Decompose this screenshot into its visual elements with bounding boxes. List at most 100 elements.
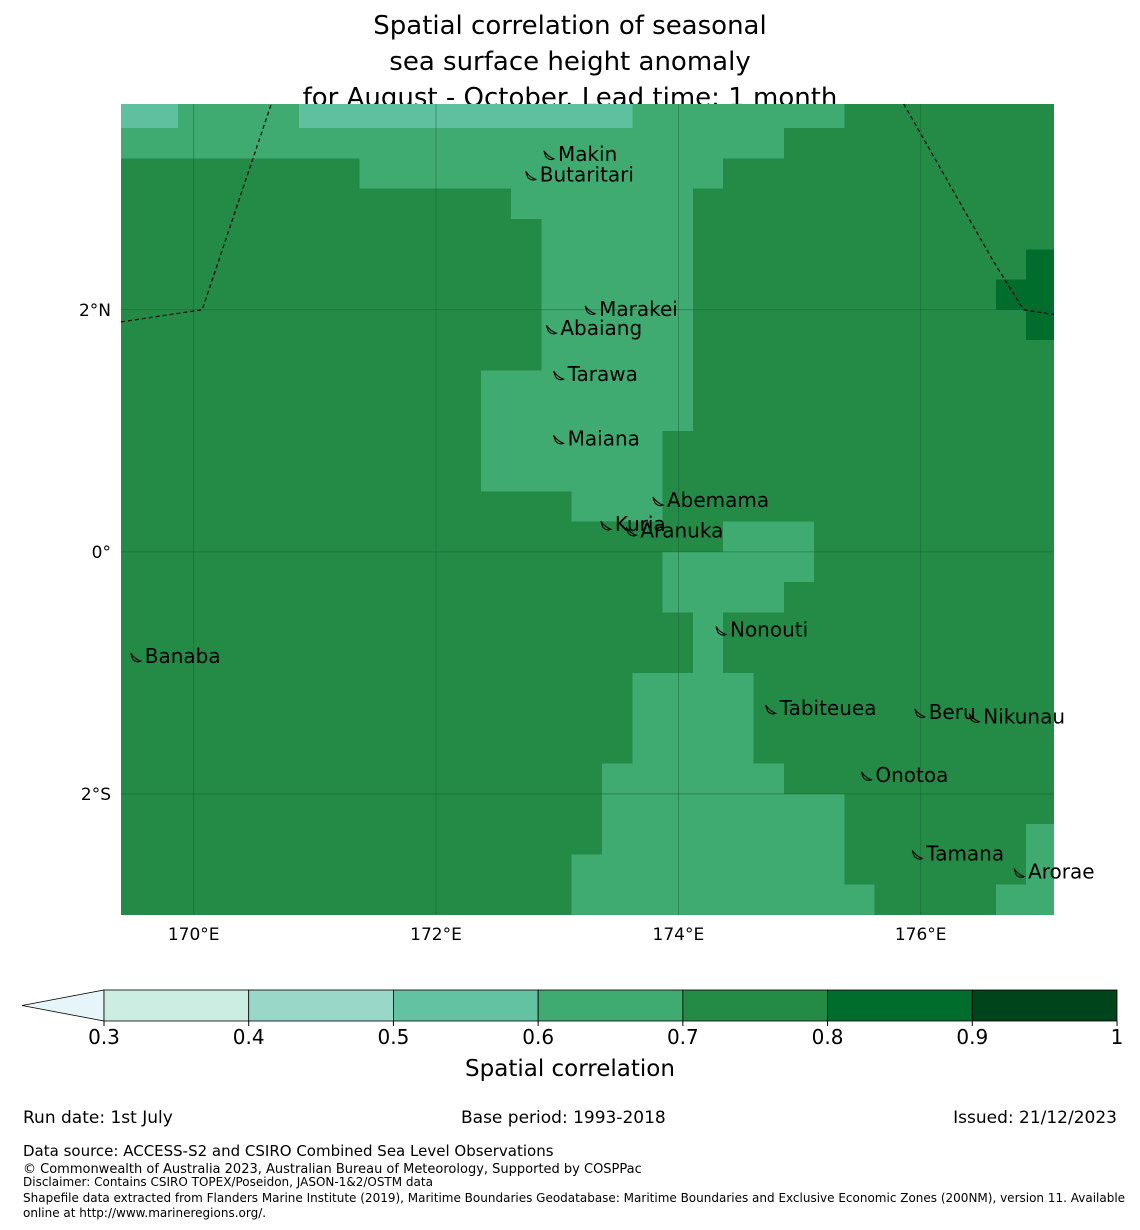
island-outline bbox=[860, 771, 873, 782]
grid-cell bbox=[844, 104, 1054, 129]
colorbar-tick-label: 0.8 bbox=[812, 1025, 844, 1049]
island-outline bbox=[553, 434, 566, 445]
island-outline bbox=[600, 520, 613, 531]
run-date: Run date: 1st July bbox=[23, 1108, 173, 1128]
lon-tick-label: 170°E bbox=[168, 925, 220, 945]
island-outline bbox=[543, 150, 556, 161]
grid-cell bbox=[571, 884, 875, 915]
grid-cell bbox=[662, 491, 1054, 522]
grid-cell bbox=[753, 672, 1054, 764]
island-outline bbox=[625, 526, 638, 537]
island-label: Beru bbox=[929, 700, 976, 724]
island-outline bbox=[914, 708, 927, 719]
grid-cell bbox=[662, 582, 784, 613]
grid-cell bbox=[723, 612, 1054, 673]
copyright: © Commonwealth of Australia 2023, Austra… bbox=[23, 1162, 642, 1177]
lon-tick-label: 176°E bbox=[895, 925, 947, 945]
grid-cell bbox=[121, 158, 360, 189]
grid-cell bbox=[121, 491, 572, 522]
grid-cell bbox=[692, 218, 1054, 250]
grid-cell bbox=[541, 249, 693, 280]
grid-cell bbox=[844, 793, 1027, 855]
grid-cell bbox=[844, 854, 1027, 885]
grid-cell bbox=[121, 551, 663, 583]
colorbar-segment bbox=[393, 989, 539, 1022]
colorbar-tick-label: 0.3 bbox=[88, 1025, 120, 1049]
island-label: Arorae bbox=[1028, 860, 1094, 884]
island-label: Banaba bbox=[145, 644, 221, 668]
grid-cell bbox=[1026, 824, 1054, 855]
grid-cell bbox=[121, 128, 784, 159]
colorbar-segment bbox=[827, 989, 973, 1022]
colorbar-tick-label: 0.9 bbox=[956, 1025, 988, 1049]
island-label: Abemama bbox=[667, 488, 769, 512]
grid-cell bbox=[121, 340, 542, 371]
grid-cell bbox=[783, 582, 1054, 613]
grid-cell bbox=[1026, 249, 1054, 280]
island-outline bbox=[968, 713, 981, 723]
grid-cell bbox=[121, 582, 663, 613]
grid-cell bbox=[121, 218, 542, 250]
grid-cell bbox=[692, 188, 1054, 219]
grid-cell bbox=[121, 430, 481, 492]
colorbar-tick-label: 0.6 bbox=[522, 1025, 554, 1049]
island-label: Butaritari bbox=[540, 162, 634, 186]
grid-cell bbox=[121, 104, 178, 129]
grid-cell bbox=[541, 279, 693, 310]
grid-cell bbox=[995, 279, 1054, 310]
island-label: Tamana bbox=[925, 841, 1004, 865]
title-line-1: Spatial correlation of seasonal bbox=[373, 11, 767, 41]
grid-cell bbox=[121, 521, 724, 552]
grid-cell bbox=[121, 793, 603, 855]
colorbar-segment bbox=[971, 989, 1118, 1022]
grid-cell bbox=[723, 158, 1054, 189]
island-label: Makin bbox=[558, 142, 617, 166]
island-label: Tarawa bbox=[567, 362, 638, 386]
grid-cell bbox=[541, 340, 693, 371]
grid-cell bbox=[121, 884, 572, 915]
grid-cell bbox=[480, 370, 693, 431]
island-label: Kuria bbox=[615, 512, 666, 536]
eez-boundary bbox=[120, 103, 272, 323]
colorbar-label: Spatial correlation bbox=[465, 1056, 675, 1082]
island-outline bbox=[1013, 868, 1026, 878]
island-label: Nikunau bbox=[983, 705, 1065, 729]
island-label: Onotoa bbox=[875, 763, 948, 787]
grid-cell bbox=[299, 104, 633, 129]
island-outline bbox=[553, 370, 566, 381]
grid-cell bbox=[121, 279, 542, 310]
grid-cell bbox=[783, 128, 1054, 159]
island-label: Abaiang bbox=[560, 316, 642, 340]
grid-cell bbox=[121, 309, 542, 341]
grid-cell bbox=[121, 612, 693, 673]
grid-cell bbox=[121, 370, 481, 431]
lat-tick-label: 2°S bbox=[81, 785, 111, 805]
island-label: Marakei bbox=[599, 297, 678, 321]
colorbar: 0.3 0.4 0.5 0.6 0.7 0.8 0.9 1 Spatial correlatio… bbox=[21, 989, 1123, 1082]
grid-cell bbox=[874, 884, 996, 915]
grid-cell bbox=[1026, 309, 1054, 341]
grid-cell bbox=[783, 763, 1054, 794]
grid-cell bbox=[692, 340, 1054, 371]
grid-cell bbox=[723, 521, 815, 552]
island-outline bbox=[911, 850, 924, 860]
colorbar-tick-label: 0.5 bbox=[378, 1025, 410, 1049]
grid-cell bbox=[177, 104, 300, 129]
colorbar-tick-label: 0.4 bbox=[233, 1025, 265, 1049]
base-period: Base period: 1993-2018 bbox=[461, 1108, 666, 1128]
lon-tick-label: 174°E bbox=[653, 925, 705, 945]
island-outline bbox=[765, 704, 778, 715]
grid-cell bbox=[995, 884, 1054, 915]
grid-cell bbox=[632, 672, 754, 764]
grid-cell bbox=[692, 612, 724, 673]
grid-cell bbox=[121, 763, 603, 794]
colorbar-segment bbox=[537, 989, 684, 1022]
island-label: Aranuka bbox=[640, 518, 723, 542]
island-outline bbox=[545, 324, 558, 335]
colorbar-segment bbox=[103, 989, 250, 1022]
island-outline bbox=[130, 652, 143, 663]
grid-cell bbox=[121, 249, 542, 280]
colorbar-extend-arrow bbox=[21, 989, 105, 1022]
